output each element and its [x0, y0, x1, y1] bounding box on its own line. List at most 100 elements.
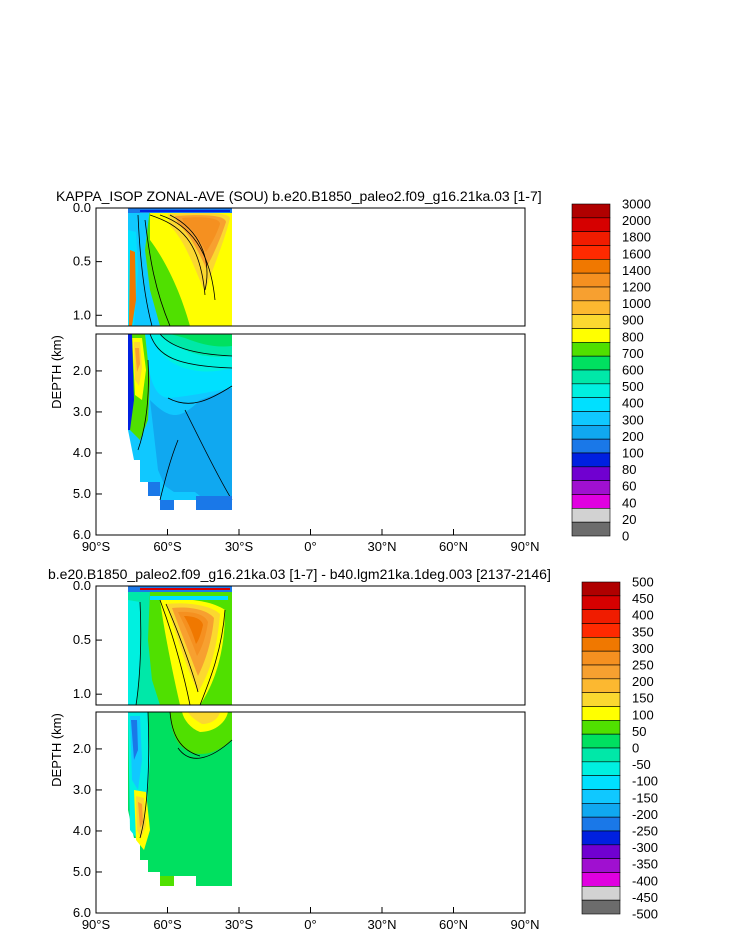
colorbar-swatch [571, 355, 611, 371]
y-tick-label: 4.0 [73, 823, 91, 838]
panel-bottom: b.e20.B1850_paleo2.f09_g16.21ka.03 [1-7]… [48, 566, 658, 932]
panel-bottom-colorbar: 500450400350300250200150100500-50-100-15… [581, 575, 658, 922]
colorbar-label: 500 [632, 575, 654, 590]
colorbar-swatch [571, 203, 611, 219]
x-tick-label: 60°N [439, 539, 468, 554]
colorbar-swatch [571, 272, 611, 288]
y-tick-label: 1.0 [73, 307, 91, 322]
colorbar-label: 400 [622, 396, 644, 411]
panel-top-lower-field [128, 334, 233, 510]
colorbar-swatch [571, 411, 611, 426]
panel-top-colorbar: 3000200018001600140012001000900800700600… [571, 197, 651, 544]
colorbar-swatch [571, 286, 611, 302]
colorbar-swatch [581, 844, 621, 859]
y-tick-label: 5.0 [73, 864, 91, 879]
panel-bottom-title: b.e20.B1850_paleo2.f09_g16.21ka.03 [1-7]… [48, 566, 551, 582]
colorbar-label: 2000 [622, 213, 651, 228]
x-tick-label: 30°N [367, 539, 396, 554]
colorbar-label: -100 [632, 774, 658, 789]
colorbar-label: 200 [622, 429, 644, 444]
colorbar-label: 450 [632, 591, 654, 606]
colorbar-swatch [581, 650, 621, 666]
colorbar-label: 500 [622, 379, 644, 394]
x-tick-label: 90°N [510, 539, 539, 554]
colorbar-swatch [571, 494, 611, 509]
colorbar-label: 200 [632, 674, 654, 689]
colorbar-label: -300 [632, 840, 658, 855]
x-tick-label: 30°N [367, 917, 396, 932]
colorbar-label: 3000 [622, 197, 651, 212]
colorbar-label: -400 [632, 873, 658, 888]
colorbar-label: 0 [622, 529, 629, 544]
y-tick-label: 6.0 [73, 527, 91, 542]
y-tick-label: 3.0 [73, 404, 91, 419]
panel-top-axes: 90°S 60°S 30°S 0° 30°N 60°N 90°N 0.0 0.5 1.0 2.0 3.… [73, 200, 540, 554]
colorbar-label: 400 [632, 608, 654, 623]
colorbar-swatch [571, 369, 611, 385]
colorbar-label: 800 [622, 329, 644, 344]
colorbar-swatch [571, 259, 611, 274]
panel-top-title: KAPPA_ISOP ZONAL-AVE (SOU) b.e20.B1850_p… [56, 188, 542, 204]
colorbar-swatch [581, 886, 621, 901]
colorbar-label: 1400 [622, 263, 651, 278]
x-tick-label: 90°S [82, 539, 111, 554]
colorbar-swatch [581, 816, 621, 832]
x-tick-label: 30°S [225, 539, 254, 554]
panel-bottom-upper-field [128, 586, 232, 705]
y-tick-label: 4.0 [73, 445, 91, 460]
panel-bottom-ylabel: DEPTH (km) [49, 713, 64, 787]
colorbar-swatch [571, 397, 611, 412]
colorbar-swatch [581, 581, 621, 597]
colorbar-swatch [571, 245, 611, 260]
colorbar-label: 700 [622, 346, 644, 361]
colorbar-label: 40 [622, 495, 636, 510]
y-tick-label: 0.5 [73, 632, 91, 647]
colorbar-label: 250 [632, 658, 654, 673]
colorbar-swatch [571, 342, 611, 357]
colorbar-swatch [581, 803, 621, 818]
colorbar-label: 0 [632, 741, 639, 756]
y-tick-label: 3.0 [73, 782, 91, 797]
colorbar-swatch [581, 761, 621, 776]
x-tick-label: 60°S [153, 917, 182, 932]
colorbar-swatch [571, 383, 611, 398]
colorbar-swatch [581, 595, 621, 610]
colorbar-swatch [571, 438, 611, 454]
colorbar-label: 50 [632, 724, 646, 739]
colorbar-label: -250 [632, 824, 658, 839]
colorbar-swatch [581, 637, 621, 652]
colorbar-label: 300 [632, 641, 654, 656]
colorbar-swatch [571, 328, 611, 343]
y-tick-label: 0.0 [73, 578, 91, 593]
colorbar-swatch [581, 623, 621, 638]
colorbar-label: 100 [622, 446, 644, 461]
panel-bottom-upper-frame [95, 585, 526, 706]
colorbar-label: 60 [622, 479, 636, 494]
colorbar-swatch [571, 314, 611, 329]
y-tick-label: 5.0 [73, 486, 91, 501]
x-tick-label: 0° [304, 917, 316, 932]
colorbar-label: 900 [622, 313, 644, 328]
x-tick-label: 30°S [225, 917, 254, 932]
colorbar-swatch [571, 480, 611, 495]
y-tick-label: 2.0 [73, 741, 91, 756]
panel-top: KAPPA_ISOP ZONAL-AVE (SOU) b.e20.B1850_p… [49, 188, 651, 554]
colorbar-label: -350 [632, 857, 658, 872]
colorbar-swatch [581, 858, 621, 873]
colorbar-label: -150 [632, 790, 658, 805]
x-tick-label: 60°N [439, 917, 468, 932]
colorbar-swatch [571, 508, 611, 523]
colorbar-label: 20 [622, 512, 636, 527]
colorbar-swatch [571, 300, 611, 315]
y-tick-label: 1.0 [73, 686, 91, 701]
colorbar-label: 1800 [622, 230, 651, 245]
colorbar-swatch [581, 609, 621, 624]
colorbar-swatch [571, 466, 611, 481]
colorbar-label: -200 [632, 807, 658, 822]
x-tick-label: 90°S [82, 917, 111, 932]
colorbar-swatch [581, 733, 621, 749]
colorbar-label: 1200 [622, 280, 651, 295]
colorbar-swatch [571, 452, 611, 468]
panel-top-ylabel: DEPTH (km) [49, 335, 64, 409]
